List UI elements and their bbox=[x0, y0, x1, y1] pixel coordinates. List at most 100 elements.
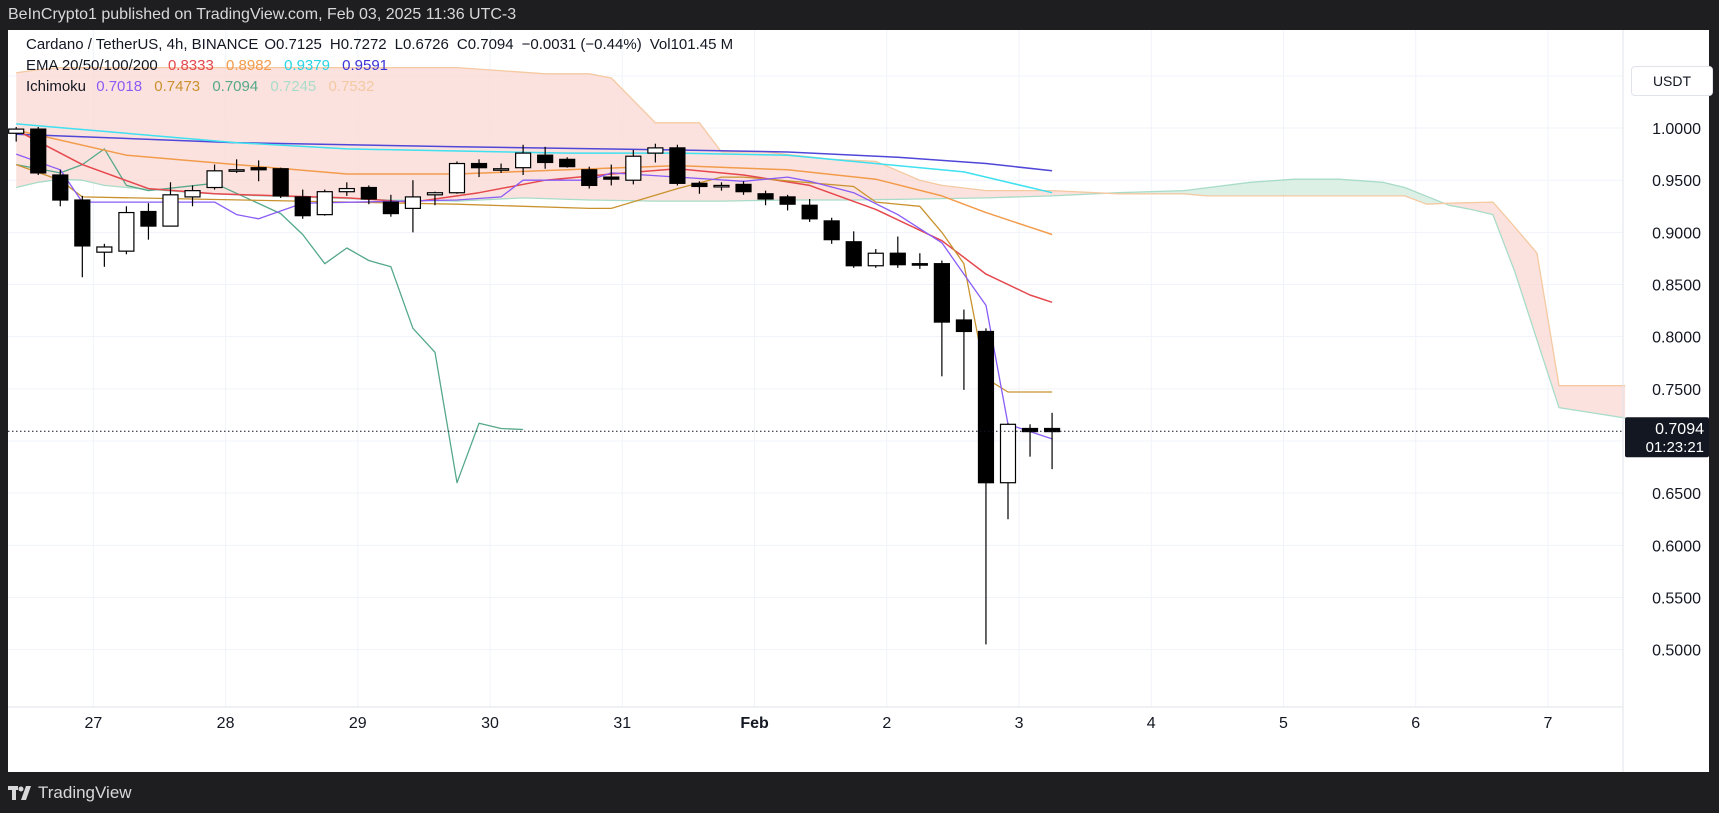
cloud-bearish bbox=[1448, 202, 1626, 418]
candle bbox=[316, 189, 333, 216]
candle-body-up bbox=[96, 246, 113, 253]
grid-lines bbox=[8, 30, 1623, 707]
change-value: −0.0031 (−0.44%) bbox=[521, 36, 642, 53]
candle bbox=[294, 189, 311, 219]
candle bbox=[162, 182, 179, 227]
candle bbox=[537, 146, 554, 169]
price-tick-label: 0.5500 bbox=[1652, 590, 1701, 607]
candle-body-down bbox=[559, 158, 576, 168]
currency-button[interactable]: USDT bbox=[1631, 66, 1713, 96]
candle-body-up bbox=[867, 252, 884, 267]
candle-body-down bbox=[250, 167, 267, 171]
high-label: H bbox=[329, 36, 341, 53]
price-tick-label: 0.5000 bbox=[1652, 643, 1701, 660]
ichimoku-lagging-line bbox=[16, 148, 524, 484]
price-tag-countdown: 01:23:21 bbox=[1646, 439, 1704, 456]
candle-body-up bbox=[625, 155, 642, 181]
time-tick-label: 31 bbox=[613, 715, 631, 732]
close-value: 0.7094 bbox=[467, 36, 514, 53]
price-tick-label: 0.6000 bbox=[1652, 538, 1701, 555]
candle-body-down bbox=[294, 196, 311, 217]
candle bbox=[228, 159, 245, 173]
low-label: L bbox=[394, 36, 403, 53]
conversion-value: 0.7018 bbox=[96, 78, 143, 95]
span-a-value: 0.7245 bbox=[270, 78, 317, 95]
candle-body-down bbox=[272, 168, 289, 197]
low-value: 0.6726 bbox=[402, 36, 449, 53]
tradingview-logo[interactable]: TradingView bbox=[8, 783, 132, 803]
candle bbox=[823, 217, 840, 244]
volume-value: 101.45 M bbox=[670, 36, 734, 53]
price-tick-label: 1.0000 bbox=[1652, 121, 1701, 138]
candle bbox=[30, 127, 47, 175]
ema20-value: 0.8333 bbox=[167, 57, 214, 74]
span-b-value: 0.7532 bbox=[328, 78, 375, 95]
price-tick-label: 0.8500 bbox=[1652, 278, 1701, 295]
price-tick-label: 0.7500 bbox=[1652, 382, 1701, 399]
candle bbox=[470, 159, 488, 178]
candle bbox=[74, 195, 91, 278]
base-value: 0.7473 bbox=[154, 78, 201, 95]
candle bbox=[559, 157, 576, 168]
candle-body-down bbox=[977, 330, 995, 484]
candle bbox=[140, 203, 157, 240]
candle bbox=[933, 260, 950, 377]
time-tick-label: 4 bbox=[1147, 715, 1156, 732]
symbol-legend: Cardano / TetherUS, 4h, BINANCE O0.7125 H0… bbox=[26, 36, 739, 53]
open-label: O bbox=[264, 36, 277, 53]
candle bbox=[999, 423, 1017, 520]
candle bbox=[603, 164, 620, 186]
candle bbox=[360, 185, 377, 205]
candle-body-up bbox=[404, 196, 422, 209]
ema20-line bbox=[15, 129, 1053, 304]
ema100-line bbox=[16, 123, 1053, 194]
candle bbox=[404, 180, 422, 233]
price-axis: 1.05001.00000.95000.90000.85000.80000.75… bbox=[1622, 30, 1701, 772]
candle-body-down bbox=[933, 263, 950, 323]
candle bbox=[669, 144, 686, 186]
candle bbox=[691, 181, 708, 194]
ichimoku-span-b-line bbox=[16, 66, 1626, 387]
candle-body-up bbox=[118, 211, 135, 252]
candle bbox=[845, 231, 862, 268]
ichimoku-conversion-line bbox=[15, 153, 1053, 440]
publish-header: BeInCrypto1 published on TradingView.com… bbox=[0, 0, 1719, 30]
candle bbox=[492, 163, 510, 173]
time-tick-label: 6 bbox=[1411, 715, 1420, 732]
candle bbox=[779, 194, 796, 211]
ichimoku-label: Ichimoku bbox=[26, 78, 87, 95]
candle-body-down bbox=[735, 183, 752, 193]
price-chart[interactable]: 1.05001.00000.95000.90000.85000.80000.75… bbox=[8, 30, 1709, 772]
ichimoku-legend: Ichimoku 0.7018 0.7473 0.7094 0.7245 0.7… bbox=[26, 78, 382, 95]
candle-body-down bbox=[470, 162, 488, 169]
time-tick-label: Feb bbox=[740, 715, 769, 732]
chart-frame[interactable]: 1.05001.00000.95000.90000.85000.80000.75… bbox=[8, 30, 1713, 772]
price-tag-background bbox=[1625, 417, 1709, 458]
candle-body-down bbox=[911, 263, 928, 266]
ema200-value: 0.9591 bbox=[342, 57, 389, 74]
candle-body-up bbox=[228, 169, 245, 172]
candle-body-down bbox=[691, 182, 708, 188]
time-tick-label: 3 bbox=[1015, 715, 1024, 732]
candle-body-down bbox=[603, 176, 620, 180]
candle-body-down bbox=[360, 186, 377, 200]
candle bbox=[250, 160, 267, 182]
ema200-line bbox=[16, 133, 1053, 172]
candle-body-up bbox=[162, 194, 179, 227]
candle-body-up bbox=[647, 147, 664, 154]
price-tick-label: 0.6500 bbox=[1652, 486, 1701, 503]
close-label: C bbox=[456, 36, 468, 53]
candle bbox=[338, 182, 355, 196]
time-axis: 27 28 29 30 31 Feb 2 3 4 5 6 7 bbox=[8, 706, 1623, 732]
time-tick-label: 28 bbox=[217, 715, 235, 732]
ema100-value: 0.9379 bbox=[284, 57, 330, 74]
candle-body-up bbox=[448, 162, 466, 194]
candle bbox=[96, 243, 113, 267]
candle-body-up bbox=[515, 152, 532, 169]
cloud-bearish bbox=[16, 67, 1108, 202]
candle bbox=[867, 249, 884, 268]
candle bbox=[647, 143, 664, 163]
candle-body-down bbox=[30, 128, 47, 174]
